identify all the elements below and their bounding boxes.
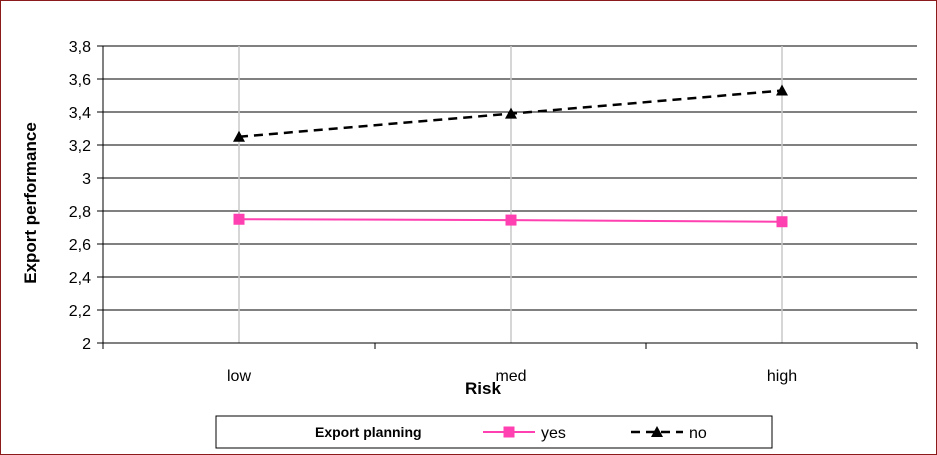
y-tick-label: 2,8	[69, 204, 91, 221]
legend-item-no: no	[631, 425, 707, 442]
legend-item-yes: yes	[483, 425, 566, 442]
y-tick-labels: 2 2,2 2,4 2,6 2,8 3 3,2 3,4 3,6 3,8	[69, 39, 91, 353]
series-group	[233, 84, 788, 228]
y-tick-label: 3	[82, 171, 91, 188]
axes	[97, 45, 918, 349]
point-no-high	[776, 84, 788, 96]
legend: Export planning yes no	[215, 415, 773, 449]
point-no-med	[505, 107, 517, 119]
point-yes-med	[505, 214, 517, 226]
legend-marker-yes	[503, 426, 515, 438]
x-tick-label-low: low	[227, 368, 251, 385]
legend-label-no: no	[689, 425, 707, 442]
legend-title: Export planning	[315, 424, 422, 440]
point-yes-low	[233, 213, 245, 225]
y-tick-label: 2	[82, 336, 91, 353]
y-tick-label: 2,6	[69, 237, 91, 254]
series-yes	[233, 213, 788, 228]
gridlines	[103, 45, 917, 343]
y-tick-label: 3,4	[69, 105, 91, 122]
y-tick-label: 3,6	[69, 72, 91, 89]
y-tick-label: 3,2	[69, 138, 91, 155]
point-no-low	[233, 130, 245, 142]
legend-marker-no	[651, 426, 663, 437]
point-yes-high	[776, 216, 788, 228]
x-tick-labels: low med high	[227, 368, 797, 385]
legend-label-yes: yes	[541, 425, 566, 442]
y-tick-label: 3,8	[69, 39, 91, 56]
y-tick-label: 2,2	[69, 303, 91, 320]
x-axis-title: Risk	[465, 379, 501, 398]
x-tick-label-high: high	[767, 368, 797, 385]
x-tick-label-med: med	[495, 368, 526, 385]
y-axis-title: Export performance	[21, 122, 40, 284]
series-no	[233, 84, 788, 142]
y-tick-label: 2,4	[69, 270, 91, 287]
